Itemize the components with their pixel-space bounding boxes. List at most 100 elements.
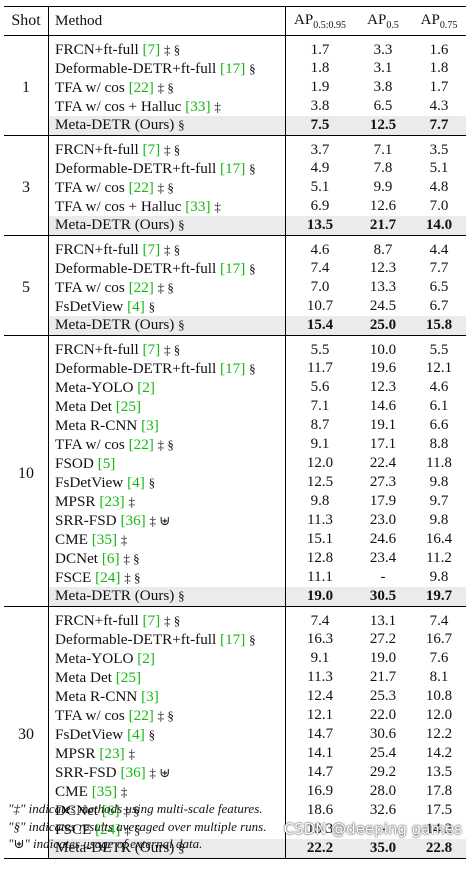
ap50-value: 3.8 <box>373 79 393 95</box>
ap-value: 11.3 <box>307 669 333 685</box>
ap-value: 4.6 <box>310 241 330 258</box>
method-name: Meta-YOLO <box>55 649 134 667</box>
citation-link[interactable]: [33] <box>185 97 211 115</box>
ap50-value: 3.3 <box>373 41 393 58</box>
method-tags: ‡ <box>128 745 135 761</box>
citation-link[interactable]: [17] <box>220 59 246 77</box>
citation-link[interactable]: [17] <box>220 359 246 377</box>
citation-link[interactable]: [25] <box>115 397 142 415</box>
method-tags: § <box>178 840 185 855</box>
ap50-value: 9.9 <box>373 179 393 195</box>
table-row-ours: Meta-DETR (Ours) § 13.5 21.7 14.0 <box>4 216 466 236</box>
method-name: TFA w/ cos <box>55 435 125 453</box>
citation-link[interactable]: [22] <box>128 178 154 196</box>
method-name: Meta Det <box>55 397 112 415</box>
citation-link[interactable]: [7] <box>142 41 161 58</box>
method-cell: Meta-DETR (Ours) § <box>48 587 286 607</box>
method-tags: § <box>249 360 256 376</box>
method-cell: MPSR [23] ‡ <box>48 492 286 511</box>
citation-link[interactable]: [6] <box>101 801 120 819</box>
citation-link[interactable]: [2] <box>137 649 155 667</box>
citation-link[interactable]: [25] <box>115 668 142 686</box>
citation-link[interactable]: [35] <box>91 782 118 800</box>
citation-link[interactable]: [7] <box>142 341 161 358</box>
citation-link[interactable]: [22] <box>128 78 154 96</box>
citation-link[interactable]: [17] <box>220 159 246 177</box>
ap-value: 13.5 <box>285 216 354 236</box>
citation-link[interactable]: [7] <box>142 241 161 258</box>
method-tags: ‡ § <box>163 142 181 157</box>
ap75-value: 11.2 <box>426 550 452 566</box>
citation-link[interactable]: [22] <box>128 706 154 724</box>
citation-link[interactable]: [7] <box>142 141 161 158</box>
citation-link[interactable]: [4] <box>127 725 145 743</box>
method-name: MPSR <box>55 744 96 762</box>
ap50-value: 7.8 <box>373 160 393 176</box>
ap75-value: 12.2 <box>425 726 453 742</box>
citation-link[interactable]: [22] <box>128 278 154 296</box>
ap75-value: 19.7 <box>412 587 466 607</box>
method-cell: CME [35] ‡ <box>48 782 286 801</box>
method-cell: Meta Det [25] <box>48 397 286 416</box>
ap50-value: 25.0 <box>354 316 412 336</box>
method-name: FRCN+ft-full <box>55 141 139 158</box>
citation-link[interactable]: [22] <box>128 435 154 453</box>
citation-link[interactable]: [33] <box>185 197 211 215</box>
citation-link[interactable]: [3] <box>141 687 159 705</box>
method-tags: § <box>178 117 185 132</box>
table-row: TFA w/ cos [22] ‡ § 5.1 9.9 4.8 <box>4 178 466 197</box>
ap75-value: 15.8 <box>412 316 466 336</box>
shot-cell: 5 <box>4 235 49 336</box>
method-name: TFA w/ cos + Halluc <box>55 197 182 215</box>
citation-link[interactable]: [5] <box>97 454 116 472</box>
method-tags: ‡ ⊎ <box>149 764 171 780</box>
ap-value: 16.9 <box>306 783 334 799</box>
ap-value: 6.9 <box>310 198 330 214</box>
citation-link[interactable]: [35] <box>91 530 118 548</box>
citation-link[interactable]: [36] <box>120 511 146 529</box>
citation-link[interactable]: [36] <box>120 763 146 781</box>
table-row: FsDetView [4] § 14.7 30.6 12.2 <box>4 725 466 744</box>
citation-link[interactable]: [23] <box>99 492 125 510</box>
shot-group: 1 FRCN+ft-full [7] ‡ § 1.7 3.3 1.6 Deformable… <box>4 35 466 136</box>
citation-link[interactable]: [17] <box>220 259 246 277</box>
method-tags: ‡ § <box>157 436 174 452</box>
ap-value: 7.5 <box>285 116 354 136</box>
ap-value: 18.6 <box>306 802 334 818</box>
shot-cell: 3 <box>4 135 49 236</box>
header-method: Method <box>48 6 286 36</box>
ap-value: 15.4 <box>285 316 354 336</box>
method-cell: Deformable-DETR+ft-full [17] § <box>48 159 286 178</box>
method-name: DCNet <box>55 801 99 819</box>
method-cell: FRCN+ft-full [7] ‡ § <box>48 606 286 630</box>
ap75-value: 12.0 <box>425 707 453 723</box>
citation-link[interactable]: [23] <box>99 744 125 762</box>
footnote-multiscale: "‡" indicates methods using multi-scale … <box>8 801 263 816</box>
method-tags: § <box>178 317 185 332</box>
ap75-value: 22.8 <box>412 839 466 859</box>
citation-link[interactable]: [4] <box>127 473 145 491</box>
method-tags: ‡ <box>128 493 135 509</box>
citation-link[interactable]: [24] <box>95 820 121 838</box>
citation-link[interactable]: [2] <box>137 378 155 396</box>
citation-link[interactable]: [7] <box>142 612 161 629</box>
ap50-value: 8.7 <box>373 241 393 258</box>
method-tags: § <box>249 260 256 276</box>
ap50-value: 27.3 <box>369 474 397 490</box>
ap75-value: 14.0 <box>412 216 466 236</box>
ap50-value: 23.4 <box>369 550 397 566</box>
results-table: Shot Method AP0.5:0.95 AP0.5 AP0.75 1 FRC… <box>4 6 466 859</box>
ap-value: 11.1 <box>307 569 333 585</box>
citation-link[interactable]: [4] <box>127 297 145 315</box>
method-name: TFA w/ cos <box>55 78 125 96</box>
ap50-value: 30.6 <box>369 726 397 742</box>
ap50-value: 12.5 <box>354 116 412 136</box>
citation-link[interactable]: [24] <box>95 568 121 586</box>
ap75-value: 7.0 <box>429 198 449 214</box>
ap75-value: 17.5 <box>425 802 453 818</box>
method-cell: FSCE [24] ‡ § <box>48 820 286 839</box>
ap50-value: 19.6 <box>369 360 397 376</box>
citation-link[interactable]: [3] <box>141 416 159 434</box>
citation-link[interactable]: [17] <box>220 630 246 648</box>
citation-link[interactable]: [6] <box>101 549 120 567</box>
